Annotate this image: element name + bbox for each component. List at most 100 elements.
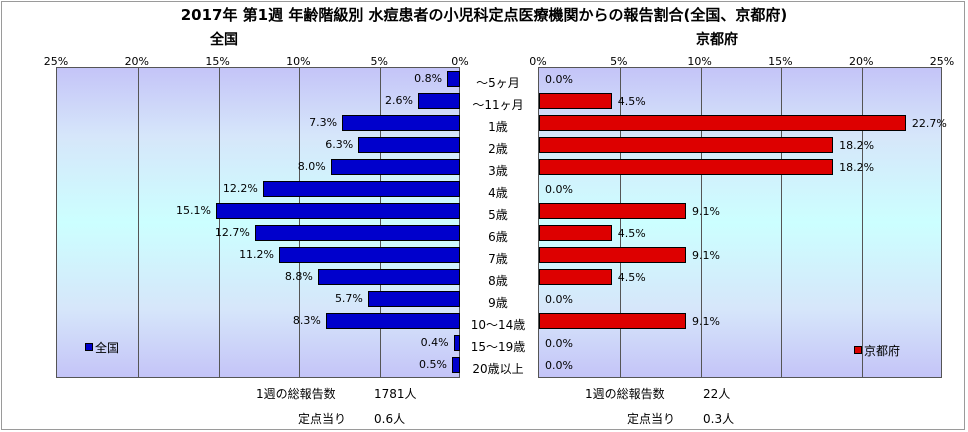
value-label-kyoto: 9.1% (692, 249, 720, 262)
left-subtitle: 全国 (210, 32, 238, 48)
legend-label-kyoto: 京都府 (864, 344, 901, 358)
tick-label: 10% (286, 55, 311, 68)
bar-national (417, 93, 460, 109)
gridline-kyoto (781, 68, 783, 377)
value-label-kyoto: 4.5% (617, 227, 646, 240)
value-label-kyoto: 9.1% (692, 315, 720, 328)
tick-label: 25% (929, 55, 955, 68)
gridline-national (218, 68, 220, 377)
age-label: ～5ヶ月 (476, 76, 520, 90)
tick-label: 0% (451, 55, 469, 68)
value-label-kyoto: 0.0% (545, 183, 573, 196)
legend-label-national: 全国 (95, 341, 120, 355)
right-subtitle: 京都府 (696, 32, 738, 48)
bar-national (367, 291, 460, 307)
age-label: 8歳 (488, 274, 508, 288)
value-label-national: 12.7% (214, 226, 250, 239)
tick-label: 0% (529, 55, 547, 68)
tick-label: 15% (205, 55, 230, 68)
age-label: 9歳 (488, 296, 508, 310)
age-label: 20歳以上 (472, 362, 524, 376)
bar-kyoto (539, 93, 612, 109)
kyoto-total-label: 1週の総報告数 (585, 387, 665, 401)
age-label: 7歳 (488, 252, 508, 266)
value-label-national: 8.0% (297, 160, 326, 173)
bar-kyoto (539, 115, 906, 131)
bar-national (447, 71, 460, 87)
value-label-kyoto: 0.0% (545, 73, 573, 86)
value-label-kyoto: 0.0% (545, 359, 573, 372)
value-label-national: 11.2% (239, 248, 275, 261)
legend-swatch-kyoto (854, 346, 862, 354)
gridline-kyoto (700, 68, 702, 377)
value-label-kyoto: 0.0% (545, 337, 573, 350)
tick-label: 25% (43, 55, 69, 68)
bar-national (279, 247, 460, 263)
bar-national (451, 357, 460, 373)
tick-label: 20% (124, 55, 150, 68)
tick-label: 5% (610, 55, 628, 68)
value-label-national: 0.4% (420, 336, 449, 349)
plot-area-national: 0.8% 2.6% 7.3% 6.3% 8.0% 12.2% 15.1% 12.7% 11.2%… (56, 67, 460, 378)
bar-national (453, 335, 460, 351)
national-per-label: 定点当り (298, 412, 347, 426)
tick-label: 5% (370, 55, 388, 68)
value-label-national: 8.8% (284, 270, 313, 283)
bar-kyoto (539, 313, 687, 329)
bar-national (342, 115, 460, 131)
bar-national (215, 203, 460, 219)
bar-kyoto (539, 159, 834, 175)
age-label: ～11ヶ月 (472, 98, 524, 112)
value-label-national: 5.7% (334, 292, 363, 305)
bar-national (325, 313, 460, 329)
value-label-national: 0.8% (414, 72, 443, 85)
legend-national: 全国 (85, 339, 119, 356)
value-label-kyoto: 22.7% (911, 117, 947, 130)
value-label-kyoto: 4.5% (617, 95, 646, 108)
plot-area-kyoto: 0.0% 4.5% 22.7% 18.2% 18.2% 0.0% 9.1% 4.5% 9.1% 4… (538, 67, 947, 378)
value-label-national: 8.3% (292, 314, 321, 327)
legend-swatch-national (85, 343, 93, 351)
kyoto-per-label: 定点当り (627, 412, 676, 426)
value-label-national: 15.1% (176, 204, 211, 217)
national-total-value: 1781人 (374, 387, 417, 401)
age-label: 2歳 (488, 142, 508, 156)
age-label: 3歳 (488, 164, 508, 178)
age-label: 6歳 (488, 230, 508, 244)
national-per-value: 0.6人 (374, 412, 406, 426)
kyoto-per-value: 0.3人 (703, 412, 735, 426)
age-label: 4歳 (488, 186, 508, 200)
bar-kyoto (539, 137, 834, 153)
tick-label: 15% (768, 55, 793, 68)
bar-national (330, 159, 460, 175)
age-label: 1歳 (488, 120, 508, 134)
bar-national (317, 269, 460, 285)
age-label: 10～14歳 (470, 318, 526, 332)
gridline-kyoto (619, 68, 621, 377)
tick-label: 10% (687, 55, 712, 68)
bar-kyoto (539, 247, 687, 263)
value-label-kyoto: 18.2% (839, 139, 875, 152)
gridline-kyoto (862, 68, 864, 377)
bar-kyoto (539, 203, 687, 219)
bar-national (254, 225, 460, 241)
value-label-national: 2.6% (385, 94, 413, 107)
value-label-kyoto: 9.1% (692, 205, 720, 218)
value-label-national: 0.5% (418, 358, 447, 371)
legend-kyoto: 京都府 (854, 342, 900, 359)
tick-label: 20% (848, 55, 874, 68)
value-label-kyoto: 0.0% (545, 293, 573, 306)
bar-national (262, 181, 460, 197)
value-label-kyoto: 18.2% (839, 161, 875, 174)
value-label-national: 12.2% (222, 182, 258, 195)
bar-national (358, 137, 460, 153)
value-label-kyoto: 4.5% (617, 271, 646, 284)
kyoto-total-value: 22人 (703, 387, 731, 401)
chart-title: 2017年 第1週 年齢階級別 水痘患者の小児科定点医療機関からの報告割合(全国… (180, 6, 788, 24)
value-label-national: 7.3% (309, 116, 338, 129)
bar-kyoto (539, 269, 612, 285)
gridline-national (299, 68, 301, 377)
value-label-national: 6.3% (325, 138, 354, 151)
age-label: 5歳 (488, 208, 508, 222)
